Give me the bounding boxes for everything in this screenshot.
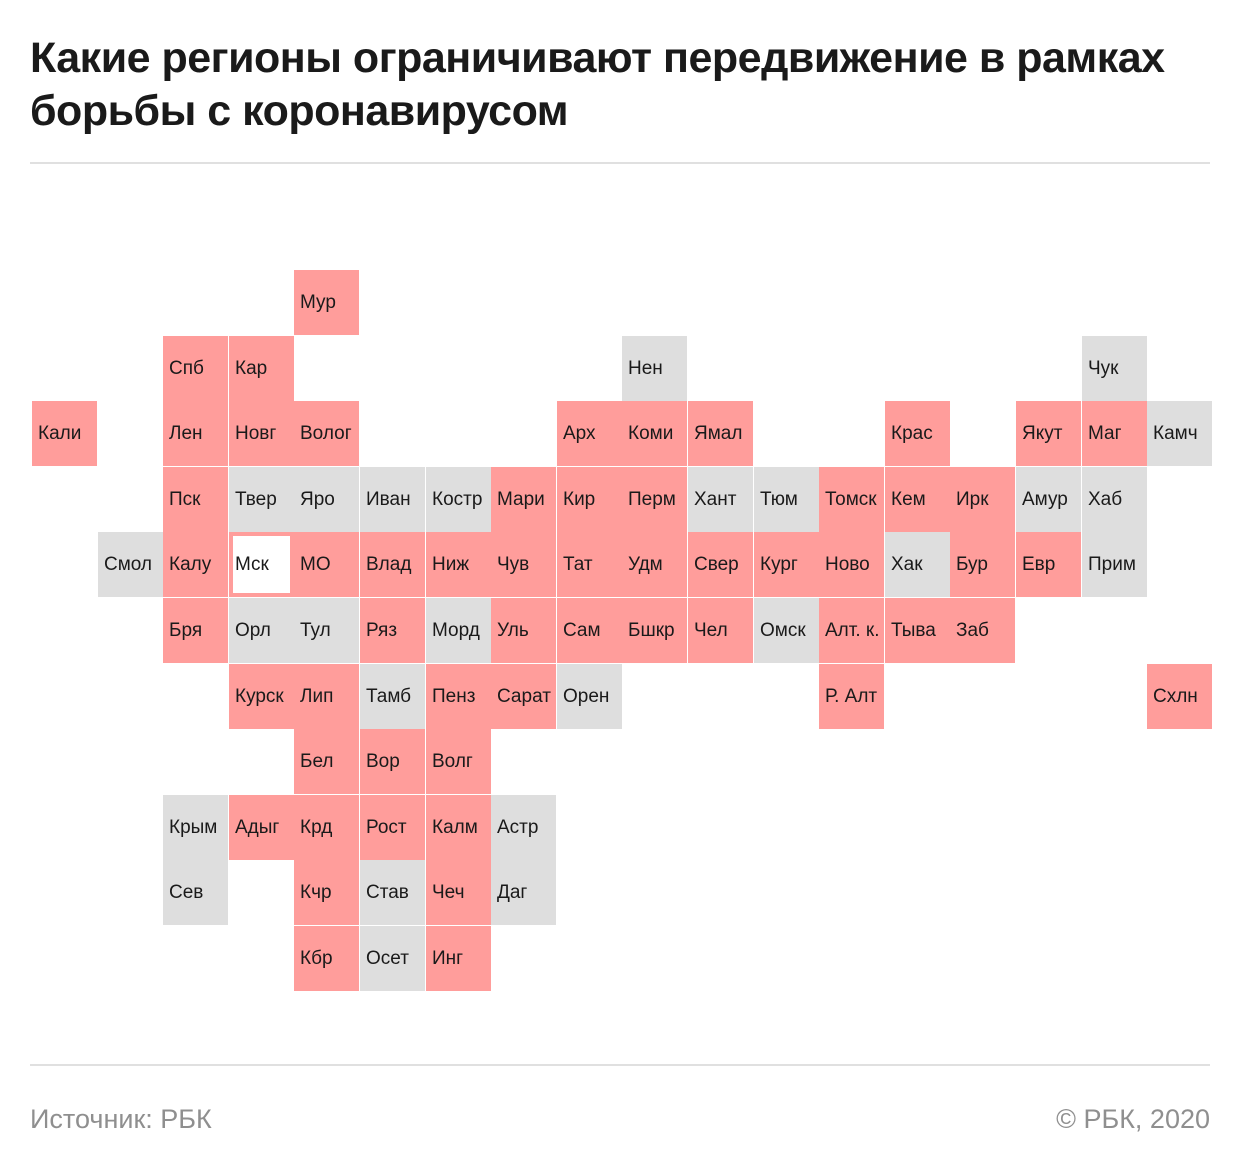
source-note: Источник: РБК (30, 1104, 212, 1134)
region-tile: Крым (163, 795, 228, 860)
region-tile: Чув (491, 532, 556, 597)
region-tile: Влад (360, 532, 425, 597)
region-tile: Кбр (294, 926, 359, 991)
region-tile: Хант (688, 467, 753, 532)
region-tile: Лен (163, 401, 228, 466)
region-tile: Ирк (950, 467, 1015, 532)
region-tile: Бур (950, 532, 1015, 597)
region-tile: Хаб (1082, 467, 1147, 532)
region-tile: Ново (819, 532, 884, 597)
region-tile: Морд (426, 598, 491, 663)
region-tile: Бел (294, 729, 359, 794)
region-tile: Яро (294, 467, 359, 532)
region-tile: Лип (294, 664, 359, 729)
region-tile: Кург (754, 532, 819, 597)
region-tile: Спб (163, 336, 228, 401)
region-tile: Астр (491, 795, 556, 860)
region-tile: Пенз (426, 664, 491, 729)
region-tile: Чеч (426, 860, 491, 925)
region-tile: Ниж (426, 532, 491, 597)
region-tile: Мур (294, 270, 359, 335)
region-tile: Кчр (294, 860, 359, 925)
region-tile: Коми (622, 401, 687, 466)
region-tile: Волг (426, 729, 491, 794)
region-tile: Костр (426, 467, 491, 532)
region-tile: Схлн (1147, 664, 1212, 729)
region-tile: Омск (754, 598, 819, 663)
region-tile: Заб (950, 598, 1015, 663)
region-tile: Сев (163, 860, 228, 925)
region-tile: Хак (885, 532, 950, 597)
copyright-note: © РБК, 2020 (1056, 1104, 1210, 1134)
region-tile: Ямал (688, 401, 753, 466)
region-tile: Арх (557, 401, 622, 466)
region-tile: Смол (98, 532, 163, 597)
region-tile: Томск (819, 467, 884, 532)
region-tile: Тамб (360, 664, 425, 729)
region-tile: Маг (1082, 401, 1147, 466)
region-tile: Кали (32, 401, 97, 466)
region-tile: Крд (294, 795, 359, 860)
region-tile: Сарат (491, 664, 556, 729)
region-tile: Евр (1016, 532, 1081, 597)
region-tile: Чел (688, 598, 753, 663)
region-tile: Тат (557, 532, 622, 597)
region-tile: Иван (360, 467, 425, 532)
region-tile: Тюм (754, 467, 819, 532)
region-tile: Перм (622, 467, 687, 532)
region-tile: Тул (294, 598, 359, 663)
region-tile: Твер (229, 467, 294, 532)
region-tile: Даг (491, 860, 556, 925)
region-tile: Ряз (360, 598, 425, 663)
region-tile: Удм (622, 532, 687, 597)
top-divider (30, 162, 1210, 164)
region-tile: Р. Алт (819, 664, 884, 729)
bottom-divider (30, 1064, 1210, 1066)
region-tile: Вор (360, 729, 425, 794)
region-tile: Став (360, 860, 425, 925)
region-tile: Нен (622, 336, 687, 401)
region-tile: Калм (426, 795, 491, 860)
region-tile: Мари (491, 467, 556, 532)
region-tile: Орен (557, 664, 622, 729)
region-tile: Камч (1147, 401, 1212, 466)
region-tile: Мск (229, 532, 294, 597)
region-tile: Тыва (885, 598, 950, 663)
region-tile: Чук (1082, 336, 1147, 401)
region-tile: Осет (360, 926, 425, 991)
region-tile: Адыг (229, 795, 294, 860)
region-tile: Уль (491, 598, 556, 663)
region-tile: Инг (426, 926, 491, 991)
region-tile: Амур (1016, 467, 1081, 532)
region-tile: Бшкр (622, 598, 687, 663)
region-tile: Кар (229, 336, 294, 401)
region-tile: Орл (229, 598, 294, 663)
region-tile: Сам (557, 598, 622, 663)
region-tile: Пск (163, 467, 228, 532)
region-tile: Курск (229, 664, 294, 729)
region-tile: МО (294, 532, 359, 597)
region-tile: Якут (1016, 401, 1081, 466)
region-tile: Калу (163, 532, 228, 597)
region-tile: Кир (557, 467, 622, 532)
region-tile: Кем (885, 467, 950, 532)
region-tile: Прим (1082, 532, 1147, 597)
region-tile: Алт. к. (819, 598, 884, 663)
region-tile: Волог (294, 401, 359, 466)
region-tile: Рост (360, 795, 425, 860)
chart-title: Какие регионы ограничивают передвижение … (30, 34, 1165, 135)
region-tile: Бря (163, 598, 228, 663)
region-tile: Новг (229, 401, 294, 466)
region-tile: Крас (885, 401, 950, 466)
region-tile: Свер (688, 532, 753, 597)
